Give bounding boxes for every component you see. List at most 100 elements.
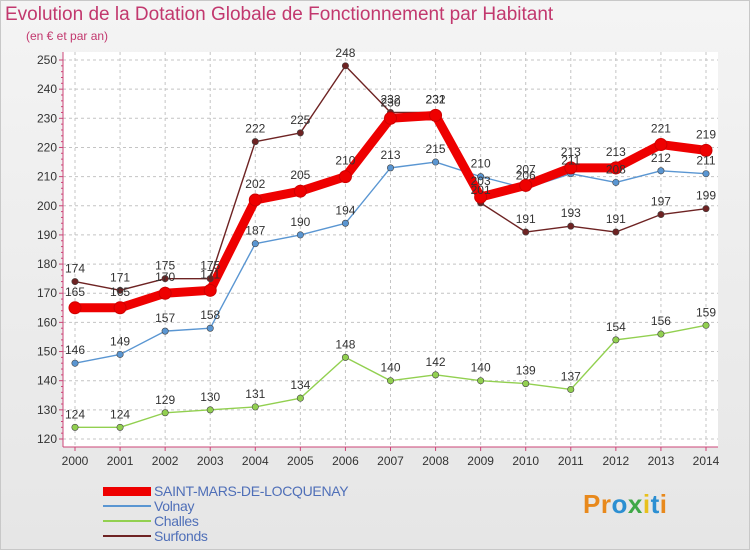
data-label-volnay: 212 xyxy=(651,151,671,165)
chart-legend: SAINT-MARS-DE-LOCQUENAY Volnay Challes Surf… xyxy=(103,483,423,544)
data-point-surfonds xyxy=(612,228,620,236)
data-point-saint-mars-de-locquenay xyxy=(474,190,488,204)
data-label-saint-mars-de-locquenay: 205 xyxy=(290,168,310,182)
data-point-volnay xyxy=(386,164,394,172)
data-label-volnay: 215 xyxy=(426,142,446,156)
data-label-volnay: 211 xyxy=(696,154,715,168)
data-label-surfonds: 191 xyxy=(606,212,626,226)
logo-letter: P xyxy=(583,489,601,519)
data-point-volnay xyxy=(71,359,79,367)
data-point-volnay xyxy=(432,158,440,166)
y-tick-label: 240 xyxy=(37,82,57,96)
data-label-saint-mars-de-locquenay: 171 xyxy=(200,267,220,281)
data-point-volnay xyxy=(657,167,665,175)
data-label-challes: 129 xyxy=(155,393,175,407)
data-point-saint-mars-de-locquenay xyxy=(293,184,307,198)
data-label-saint-mars-de-locquenay: 170 xyxy=(155,270,175,284)
data-label-volnay: 206 xyxy=(516,168,536,182)
data-label-surfonds: 201 xyxy=(471,183,491,197)
legend-label: Volnay xyxy=(154,498,195,514)
data-point-volnay xyxy=(477,173,485,181)
data-point-saint-mars-de-locquenay xyxy=(519,178,533,192)
data-label-surfonds: 248 xyxy=(335,46,355,60)
y-tick-label: 180 xyxy=(37,257,57,271)
legend-item-saint-mars-de-locquenay: SAINT-MARS-DE-LOCQUENAY xyxy=(103,483,423,499)
data-label-saint-mars-de-locquenay: 221 xyxy=(651,122,671,136)
data-point-challes xyxy=(71,423,79,431)
data-label-volnay: 213 xyxy=(380,148,400,162)
y-tick-label: 160 xyxy=(37,315,57,329)
data-label-volnay: 194 xyxy=(335,203,355,217)
data-label-volnay: 146 xyxy=(65,343,85,357)
data-point-surfonds xyxy=(341,62,349,70)
data-label-challes: 159 xyxy=(696,305,716,319)
data-label-volnay: 149 xyxy=(110,334,130,348)
data-label-challes: 137 xyxy=(561,369,581,383)
x-tick-label: 2006 xyxy=(332,454,359,468)
data-point-saint-mars-de-locquenay xyxy=(338,170,352,184)
data-point-surfonds xyxy=(522,228,530,236)
data-point-challes xyxy=(612,336,620,344)
logo-letter: t xyxy=(650,489,660,519)
data-label-surfonds: 232 xyxy=(380,92,400,106)
data-point-saint-mars-de-locquenay xyxy=(68,301,82,315)
data-label-volnay: 190 xyxy=(290,215,310,229)
chart-title: Evolution de la Dotation Globale de Fonc… xyxy=(5,4,554,25)
x-tick-label: 2000 xyxy=(62,454,89,468)
data-label-surfonds: 171 xyxy=(110,270,130,284)
data-point-challes xyxy=(161,409,169,417)
legend-swatch xyxy=(103,487,151,496)
data-label-challes: 124 xyxy=(65,407,85,421)
y-tick-label: 250 xyxy=(37,53,57,67)
data-point-challes xyxy=(296,394,304,402)
data-point-challes xyxy=(206,406,214,414)
legend-label: SAINT-MARS-DE-LOCQUENAY xyxy=(154,483,349,499)
data-point-saint-mars-de-locquenay xyxy=(654,138,668,152)
data-point-challes xyxy=(386,377,394,385)
legend-item-volnay: Volnay xyxy=(103,498,423,514)
data-point-challes xyxy=(251,403,259,411)
x-tick-label: 2005 xyxy=(287,454,314,468)
data-point-challes xyxy=(116,423,124,431)
data-label-surfonds: 199 xyxy=(696,189,716,203)
x-tick-label: 2001 xyxy=(107,454,134,468)
y-tick-label: 140 xyxy=(37,374,57,388)
data-point-challes xyxy=(567,385,575,393)
data-point-volnay xyxy=(702,170,710,178)
data-label-challes: 134 xyxy=(290,378,310,392)
data-label-saint-mars-de-locquenay: 165 xyxy=(65,285,85,299)
data-label-surfonds: 193 xyxy=(561,206,581,220)
legend-label: Surfonds xyxy=(154,528,208,544)
logo-letter: x xyxy=(627,489,643,519)
data-label-challes: 154 xyxy=(606,320,626,334)
x-tick-label: 2004 xyxy=(242,454,269,468)
legend-label: Challes xyxy=(154,513,199,529)
logo-letter: o xyxy=(611,489,628,519)
legend-swatch xyxy=(103,520,151,522)
data-label-volnay: 158 xyxy=(200,308,220,322)
data-label-surfonds: 232 xyxy=(426,92,446,106)
data-point-volnay xyxy=(341,219,349,227)
data-point-challes xyxy=(657,330,665,338)
data-label-saint-mars-de-locquenay: 210 xyxy=(335,154,355,168)
data-point-saint-mars-de-locquenay xyxy=(203,283,217,297)
data-point-volnay xyxy=(296,231,304,239)
data-label-saint-mars-de-locquenay: 165 xyxy=(110,285,130,299)
x-tick-label: 2011 xyxy=(558,454,584,468)
data-label-challes: 142 xyxy=(426,355,446,369)
data-label-saint-mars-de-locquenay: 207 xyxy=(516,162,536,176)
data-point-surfonds xyxy=(161,275,169,283)
data-label-challes: 148 xyxy=(335,337,355,351)
logo-letter: r xyxy=(600,489,612,519)
data-point-challes xyxy=(702,321,710,329)
data-label-surfonds: 197 xyxy=(651,195,671,209)
data-label-volnay: 157 xyxy=(155,311,175,325)
y-tick-label: 220 xyxy=(37,140,57,154)
data-label-saint-mars-de-locquenay: 213 xyxy=(606,145,626,159)
chart-subtitle: (en € et par an) xyxy=(26,29,109,43)
x-tick-label: 2010 xyxy=(512,454,539,468)
x-tick-label: 2003 xyxy=(197,454,224,468)
data-point-saint-mars-de-locquenay xyxy=(158,286,172,300)
data-label-surfonds: 175 xyxy=(200,259,220,273)
data-point-saint-mars-de-locquenay xyxy=(113,301,127,315)
